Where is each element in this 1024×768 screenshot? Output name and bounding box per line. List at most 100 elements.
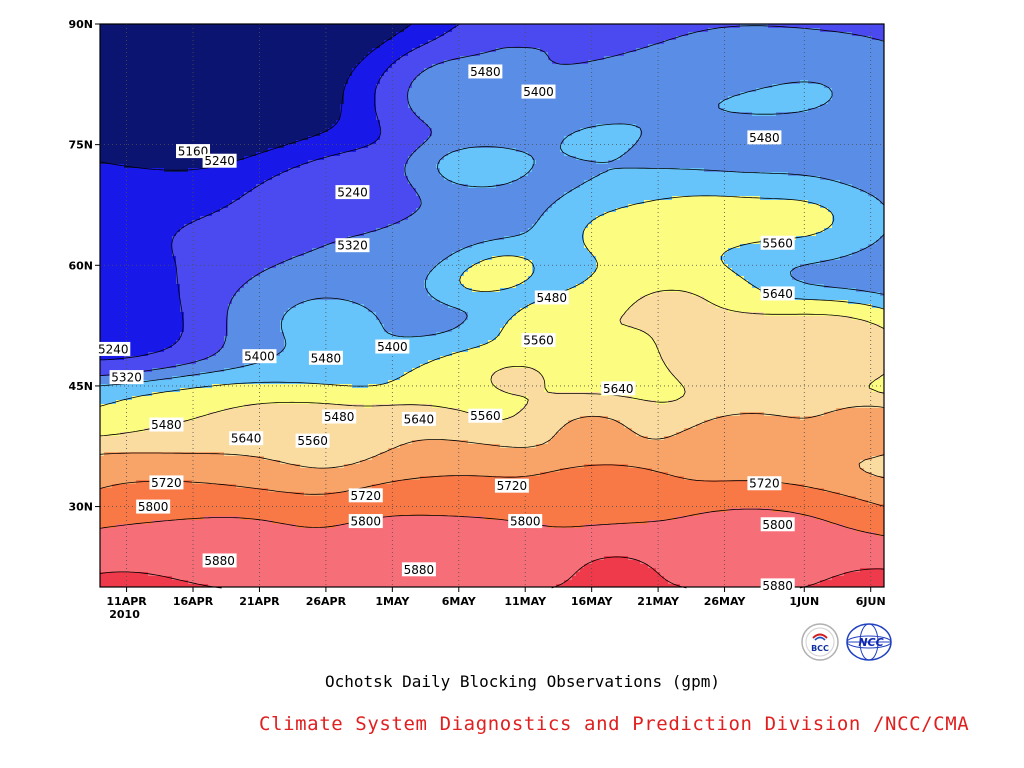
contour-band-cell	[468, 40, 472, 44]
contour-band-cell	[248, 116, 252, 120]
contour-band-cell	[664, 80, 668, 84]
contour-band-cell	[840, 28, 844, 32]
contour-band-cell	[212, 108, 216, 112]
contour-band-cell	[296, 80, 300, 84]
contour-band-cell	[464, 120, 468, 124]
contour-band-cell	[376, 108, 380, 112]
contour-band-cell	[788, 72, 792, 76]
contour-band-cell	[660, 84, 664, 88]
contour-band-cell	[340, 124, 344, 128]
contour-band-cell	[304, 24, 308, 28]
contour-band-cell	[624, 36, 628, 40]
contour-band-cell	[600, 104, 604, 108]
contour-band-cell	[792, 120, 796, 124]
contour-band-cell	[720, 116, 724, 120]
contour-band-cell	[164, 84, 168, 88]
contour-band-cell	[772, 80, 776, 84]
contour-band-cell	[424, 56, 428, 60]
contour-band-cell	[680, 112, 684, 116]
contour-band-cell	[628, 64, 632, 68]
contour-band-cell	[736, 36, 740, 40]
contour-band-cell	[312, 32, 316, 36]
contour-band-cell	[172, 24, 176, 28]
contour-band-cell	[108, 120, 112, 124]
contour-band-cell	[188, 100, 192, 104]
contour-band-cell	[272, 44, 276, 48]
contour-band-cell	[800, 56, 804, 60]
contour-band-cell	[536, 36, 540, 40]
contour-band-cell	[748, 104, 752, 108]
contour-band-cell	[140, 44, 144, 48]
contour-band-cell	[624, 56, 628, 60]
contour-band-cell	[792, 116, 796, 120]
contour-band-cell	[748, 120, 752, 124]
contour-band-cell	[164, 120, 168, 124]
contour-band-cell	[368, 112, 372, 116]
contour-band-cell	[560, 36, 564, 40]
contour-band-cell	[816, 44, 820, 48]
contour-band-cell	[636, 88, 640, 92]
contour-band-cell	[344, 104, 348, 108]
contour-band-cell	[624, 92, 628, 96]
contour-band-cell	[796, 60, 800, 64]
contour-band-cell	[388, 52, 392, 56]
contour-band-cell	[476, 44, 480, 48]
contour-band-cell	[832, 52, 836, 56]
contour-band-cell	[436, 28, 440, 32]
contour-band-cell	[180, 104, 184, 108]
contour-band-cell	[416, 64, 420, 68]
contour-band-cell	[108, 56, 112, 60]
contour-band-cell	[584, 48, 588, 52]
contour-band-cell	[676, 60, 680, 64]
contour-band-cell	[344, 64, 348, 68]
contour-band-cell	[440, 104, 444, 108]
contour-band-cell	[252, 68, 256, 72]
contour-band-cell	[352, 112, 356, 116]
contour-band-cell	[424, 48, 428, 52]
contour-band-cell	[244, 60, 248, 64]
contour-band-cell	[300, 92, 304, 96]
contour-band-cell	[772, 72, 776, 76]
contour-band-cell	[520, 32, 524, 36]
contour-band-cell	[840, 24, 844, 28]
contour-band-cell	[872, 120, 876, 124]
contour-band-cell	[808, 56, 812, 60]
contour-band-cell	[312, 124, 316, 128]
contour-band-cell	[540, 36, 544, 40]
contour-band-cell	[592, 24, 596, 28]
contour-band-cell	[468, 60, 472, 64]
contour-band-cell	[200, 84, 204, 88]
contour-band-cell	[300, 40, 304, 44]
contour-band-cell	[824, 40, 828, 44]
contour-band-cell	[624, 96, 628, 100]
contour-band-cell	[728, 112, 732, 116]
contour-band-cell	[236, 100, 240, 104]
contour-band-cell	[648, 24, 652, 28]
contour-band-cell	[596, 36, 600, 40]
contour-band-cell	[368, 104, 372, 108]
contour-band-cell	[784, 24, 788, 28]
contour-band-cell	[604, 64, 608, 68]
contour-band-cell	[848, 112, 852, 116]
contour-band-cell	[420, 40, 424, 44]
contour-band-cell	[488, 36, 492, 40]
contour-band-cell	[400, 24, 404, 28]
contour-band-cell	[760, 80, 764, 84]
contour-band-cell	[384, 60, 388, 64]
contour-band-cell	[816, 88, 820, 92]
contour-band-cell	[512, 92, 516, 96]
contour-band-cell	[556, 104, 560, 108]
contour-band-cell	[312, 24, 316, 28]
contour-band-cell	[220, 112, 224, 116]
contour-band-cell	[640, 64, 644, 68]
contour-band-cell	[272, 116, 276, 120]
contour-band-cell	[168, 52, 172, 56]
contour-band-cell	[784, 92, 788, 96]
contour-band-cell	[620, 72, 624, 76]
contour-band-cell	[332, 44, 336, 48]
contour-band-cell	[576, 112, 580, 116]
contour-band-cell	[792, 96, 796, 100]
contour-band-cell	[816, 84, 820, 88]
contour-band-cell	[540, 100, 544, 104]
contour-band-cell	[152, 24, 156, 28]
